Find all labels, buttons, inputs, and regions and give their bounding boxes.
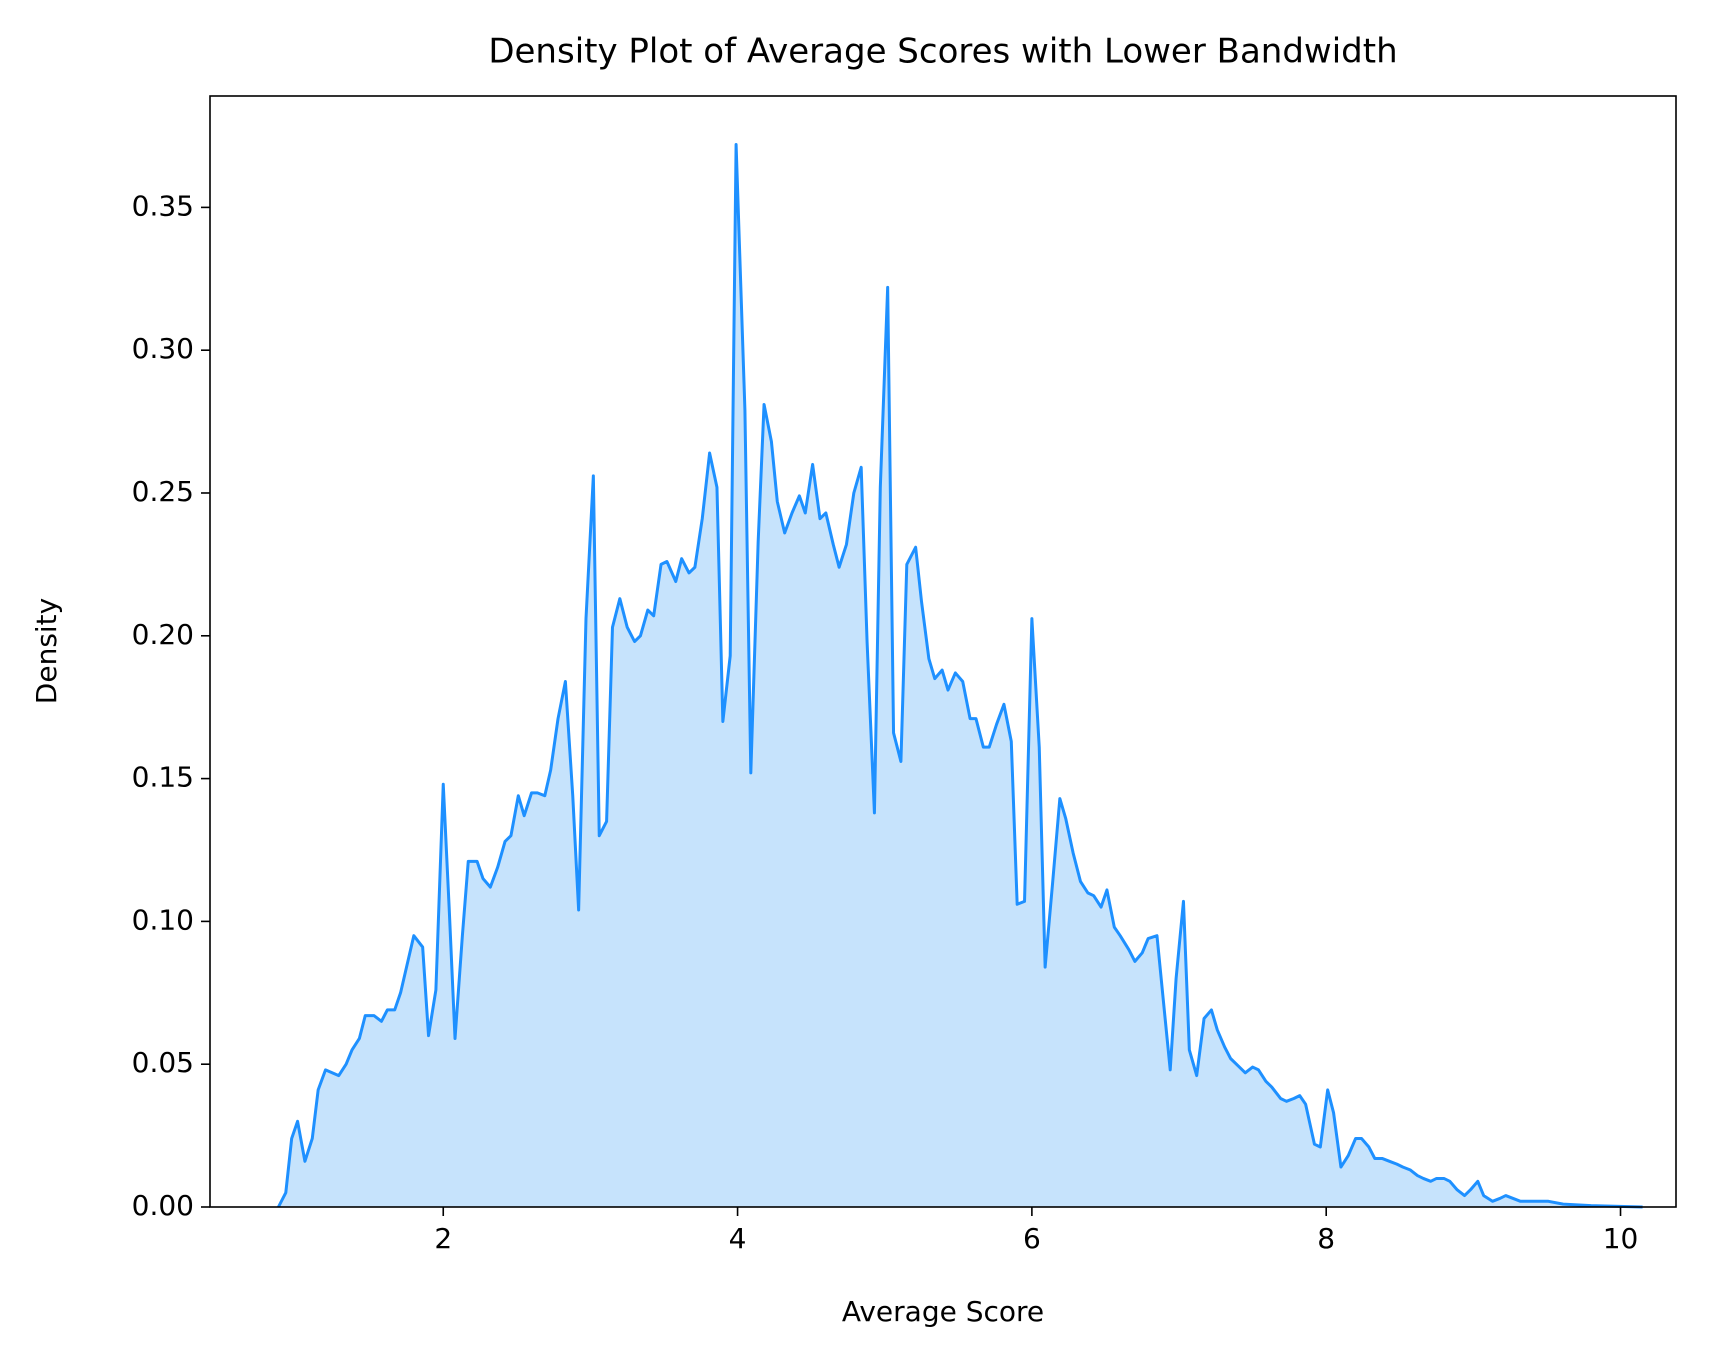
x-tick-label: 4 xyxy=(729,1222,747,1255)
y-tick-label: 0.25 xyxy=(132,475,194,508)
y-axis-label: Density xyxy=(30,598,63,704)
y-tick-label: 0.30 xyxy=(132,332,194,365)
x-axis-label: Average Score xyxy=(842,1295,1044,1328)
y-tick-label: 0.05 xyxy=(132,1046,194,1079)
area-fill xyxy=(278,144,1643,1207)
x-tick-label: 2 xyxy=(434,1222,452,1255)
density-line xyxy=(277,143,1643,1209)
plot-frame xyxy=(209,95,1677,1208)
y-tick-label: 0.10 xyxy=(132,903,194,936)
x-tick-label: 8 xyxy=(1317,1222,1335,1255)
y-tick-label: 0.35 xyxy=(132,189,194,222)
y-tick-label: 0.15 xyxy=(132,761,194,794)
x-tick-label: 6 xyxy=(1023,1222,1041,1255)
chart-title: Density Plot of Average Scores with Lowe… xyxy=(488,32,1397,72)
y-tick-label: 0.00 xyxy=(132,1189,194,1222)
y-tick-label: 0.20 xyxy=(132,618,194,651)
x-tick-label: 10 xyxy=(1603,1222,1639,1255)
